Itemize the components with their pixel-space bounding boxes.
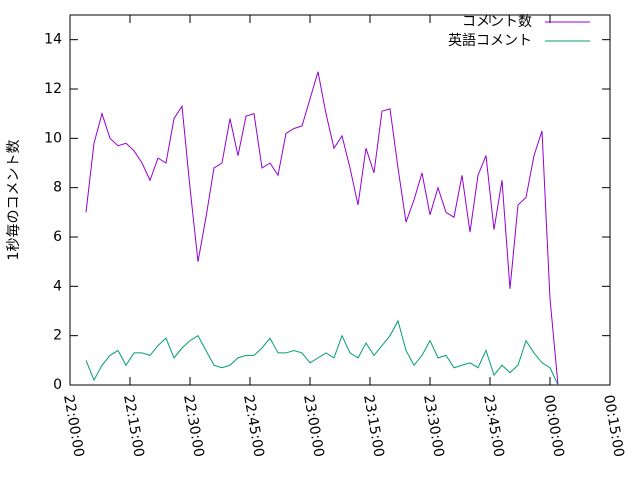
x-tick-label: 00:15:00 bbox=[600, 394, 627, 459]
y-tick-label: 14 bbox=[44, 32, 62, 48]
x-tick-label: 23:30:00 bbox=[420, 394, 447, 459]
y-tick-label: 10 bbox=[44, 130, 62, 146]
x-tick-label: 00:00:00 bbox=[540, 394, 567, 459]
x-tick-label: 23:00:00 bbox=[300, 394, 327, 459]
plot-border bbox=[69, 14, 611, 386]
x-tick-label: 22:15:00 bbox=[120, 394, 147, 459]
y-tick-label: 4 bbox=[53, 278, 62, 294]
y-tick-label: 2 bbox=[53, 328, 62, 344]
x-tick-label: 22:30:00 bbox=[180, 394, 207, 459]
line-series bbox=[85, 71, 559, 386]
x-tick-label: 23:15:00 bbox=[360, 394, 387, 459]
legend-label: コメント数 bbox=[462, 14, 532, 30]
x-tick-label: 22:00:00 bbox=[60, 394, 87, 459]
x-tick-label: 23:45:00 bbox=[480, 394, 507, 459]
y-tick-label: 8 bbox=[53, 180, 62, 196]
y-tick-label: 0 bbox=[53, 377, 62, 393]
line-series bbox=[85, 319, 559, 386]
y-tick-label: 12 bbox=[44, 81, 62, 97]
y-axis-label: 1秒毎のコメント数 bbox=[6, 140, 22, 261]
legend-label: 英語コメント bbox=[448, 32, 532, 49]
y-tick-label: 6 bbox=[53, 229, 62, 245]
x-tick-label: 22:45:00 bbox=[240, 394, 267, 459]
